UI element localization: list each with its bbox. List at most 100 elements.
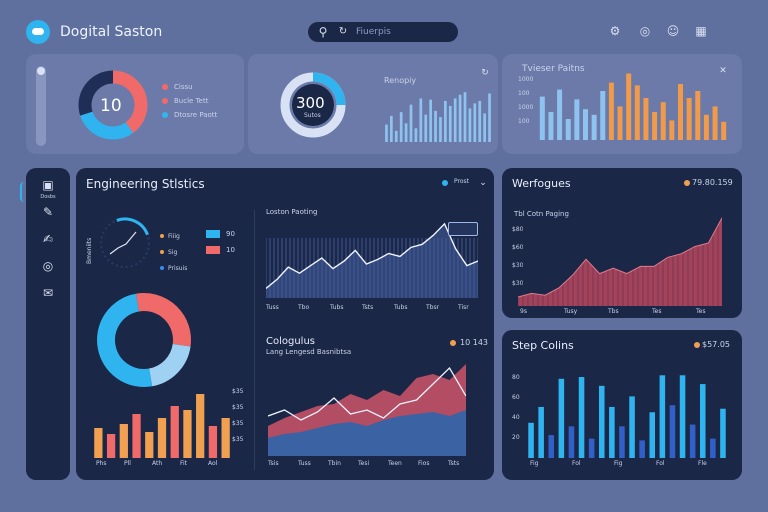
sidebar-item-label: Dosbs bbox=[40, 194, 56, 200]
search-bar[interactable]: ⚲ ↻ Fiuerpis bbox=[308, 22, 458, 42]
renopiy-bar-0 bbox=[385, 124, 388, 142]
paitns-bar-4 bbox=[574, 99, 580, 140]
step-bar-10 bbox=[629, 396, 635, 458]
legend-dot bbox=[160, 266, 164, 270]
engineering-panel: Engineering Stlstics Prost ⌄ Bmeniits Fi… bbox=[76, 168, 494, 480]
werfogues-area bbox=[518, 217, 722, 306]
x-tick-label: Pll bbox=[124, 460, 131, 467]
y-tick-label: $35 bbox=[232, 420, 244, 427]
step-bar-chart bbox=[528, 375, 726, 458]
paitns-bar-21 bbox=[721, 121, 727, 140]
eng-small-bar-6 bbox=[170, 406, 179, 458]
close-icon[interactable]: ✕ bbox=[719, 66, 727, 76]
step-bar-12 bbox=[649, 412, 656, 458]
renopiy-bar-1 bbox=[390, 115, 393, 142]
small-bar-ylabels: $35 $35 $35 $35 bbox=[232, 388, 243, 452]
sidebar-item-chat[interactable]: ✉ bbox=[26, 286, 70, 306]
paitns-bar-0 bbox=[539, 96, 545, 140]
donut-chart bbox=[78, 70, 148, 140]
sidebar: ▣ Dosbs ✎ ✍ ◎ ✉ bbox=[26, 168, 70, 480]
cloud-icon bbox=[32, 28, 44, 35]
panel-title: Engineering Stlstics bbox=[86, 177, 205, 191]
settings-icon[interactable]: ⚙ bbox=[609, 24, 621, 38]
eng-donut-slice-1 bbox=[148, 343, 191, 387]
grid-icon[interactable]: ▦ bbox=[695, 24, 707, 38]
step-bar-11 bbox=[639, 440, 645, 458]
y-tick-label: 40 bbox=[512, 414, 520, 421]
sidebar-item-edit[interactable]: ✍ bbox=[26, 232, 70, 252]
renopiy-bar-12 bbox=[444, 100, 447, 142]
bars-card-title: Tvieser Paitns bbox=[522, 64, 585, 74]
eng-small-bar-1 bbox=[106, 434, 116, 458]
refresh-icon[interactable]: ↻ bbox=[481, 68, 489, 78]
legend-label: Sig bbox=[168, 248, 178, 256]
x-tick-label: Ath bbox=[152, 460, 163, 467]
paitns-bar-19 bbox=[703, 114, 709, 140]
chevron-down-icon[interactable]: ⌄ bbox=[479, 178, 487, 188]
search-input[interactable]: Fiuerpis bbox=[356, 27, 391, 37]
paitns-bar-10 bbox=[626, 73, 632, 140]
y-tick-label: 80 bbox=[512, 374, 520, 381]
x-tick-label: Tbs bbox=[608, 308, 619, 315]
sidebar-item-tools[interactable]: ✎ bbox=[26, 205, 70, 225]
step-bar-13 bbox=[659, 375, 666, 458]
step-dot bbox=[694, 342, 700, 348]
bars-title: Renopiy bbox=[384, 76, 417, 85]
paitns-bar-17 bbox=[686, 98, 692, 140]
gauge-ring bbox=[280, 72, 346, 138]
eng-small-bar-5 bbox=[157, 418, 167, 458]
eng-gauge-slice-0 bbox=[116, 217, 149, 236]
step-bar-14 bbox=[669, 405, 676, 458]
donut-chart-large bbox=[97, 293, 191, 387]
scroll-thumb[interactable] bbox=[37, 67, 45, 75]
area-subtitle: Lang Lengesd Basnibtsa bbox=[266, 348, 352, 356]
bar-chart-renopiy bbox=[385, 92, 491, 142]
gauge-side-label: Bmeniits bbox=[86, 237, 93, 264]
step-bar-5 bbox=[578, 377, 585, 458]
step-bar-18 bbox=[710, 438, 716, 458]
x-tick-label: Tubs bbox=[330, 304, 344, 311]
donut-summary-card: 10 Cissu Bucle Tett Dtosre Paott bbox=[26, 54, 244, 154]
divider bbox=[254, 210, 255, 470]
user-icon[interactable]: ☺ bbox=[666, 24, 680, 38]
step-bar-7 bbox=[598, 385, 605, 458]
legend-dot bbox=[162, 98, 168, 104]
sidebar-item-globe[interactable]: ◎ bbox=[26, 259, 70, 279]
y-tick-label: 1000 bbox=[518, 76, 534, 83]
x-tick-label: Tuss bbox=[298, 460, 311, 467]
legend-label: Fiiig bbox=[168, 232, 180, 240]
step-bar-1 bbox=[538, 406, 544, 458]
y-tick-label: $30 bbox=[512, 262, 523, 280]
gauge-needle bbox=[109, 231, 137, 255]
sidebar-handle[interactable] bbox=[20, 182, 28, 202]
area-value: 10 143 bbox=[460, 338, 488, 347]
legend-item: Bucle Tett bbox=[162, 94, 217, 108]
x-tick-label: Tsts bbox=[448, 460, 460, 467]
x-tick-label: Tbo bbox=[298, 304, 310, 311]
bar-chart-small bbox=[94, 394, 230, 458]
period-dropdown[interactable]: Prost bbox=[454, 178, 469, 185]
werfogues-title: Werfogues bbox=[512, 177, 571, 190]
gauge-center bbox=[292, 84, 334, 126]
legend-item: Cissu bbox=[162, 80, 217, 94]
gauge-summary-card: 300 Sutos Renopiy ↻ bbox=[248, 54, 498, 154]
area-x-axis: Tsis Tuss Tbin Tesi Teen Fios Tsts bbox=[268, 460, 466, 470]
step-bar-15 bbox=[679, 375, 686, 458]
step-xlabels: Fig Fol Fig Fol Fle bbox=[526, 460, 728, 470]
app-title: Dogital Saston bbox=[60, 24, 163, 40]
donut-legend: Cissu Bucle Tett Dtosre Paott bbox=[162, 80, 217, 122]
renopiy-bar-16 bbox=[463, 92, 467, 142]
bars-card-ylabels: 1000 100 1000 100 bbox=[518, 76, 533, 132]
sidebar-item-dashboard[interactable]: ▣ Dosbs bbox=[26, 178, 70, 204]
x-tick-label: Tsis bbox=[268, 460, 279, 467]
renopiy-bar-3 bbox=[399, 112, 403, 142]
renopiy-bar-6 bbox=[414, 128, 418, 142]
app-header: Dogital Saston ⚲ ↻ Fiuerpis ⚙ ◎ ☺ ▦ bbox=[0, 0, 768, 52]
y-tick-label: $60 bbox=[512, 244, 523, 262]
line-series bbox=[266, 222, 478, 289]
globe-icon: ◎ bbox=[42, 259, 54, 273]
search-icon: ⚲ bbox=[318, 25, 328, 39]
renopiy-bar-19 bbox=[478, 100, 482, 142]
globe-icon[interactable]: ◎ bbox=[639, 24, 651, 38]
scroll-track[interactable] bbox=[36, 66, 46, 146]
